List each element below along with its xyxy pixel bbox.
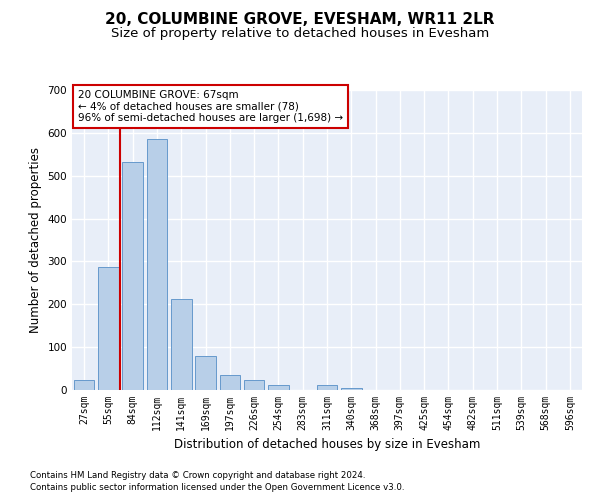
- Bar: [268, 386, 289, 390]
- Bar: [244, 380, 265, 390]
- Bar: [220, 375, 240, 390]
- Bar: [98, 268, 119, 390]
- Text: Contains public sector information licensed under the Open Government Licence v3: Contains public sector information licen…: [30, 484, 404, 492]
- Bar: [341, 388, 362, 390]
- Text: Contains HM Land Registry data © Crown copyright and database right 2024.: Contains HM Land Registry data © Crown c…: [30, 471, 365, 480]
- Bar: [171, 299, 191, 390]
- Bar: [317, 386, 337, 390]
- Bar: [146, 140, 167, 390]
- Bar: [74, 380, 94, 390]
- X-axis label: Distribution of detached houses by size in Evesham: Distribution of detached houses by size …: [174, 438, 480, 452]
- Text: 20, COLUMBINE GROVE, EVESHAM, WR11 2LR: 20, COLUMBINE GROVE, EVESHAM, WR11 2LR: [105, 12, 495, 28]
- Text: 20 COLUMBINE GROVE: 67sqm
← 4% of detached houses are smaller (78)
96% of semi-d: 20 COLUMBINE GROVE: 67sqm ← 4% of detach…: [78, 90, 343, 123]
- Bar: [195, 356, 216, 390]
- Text: Size of property relative to detached houses in Evesham: Size of property relative to detached ho…: [111, 28, 489, 40]
- Y-axis label: Number of detached properties: Number of detached properties: [29, 147, 42, 333]
- Bar: [122, 162, 143, 390]
